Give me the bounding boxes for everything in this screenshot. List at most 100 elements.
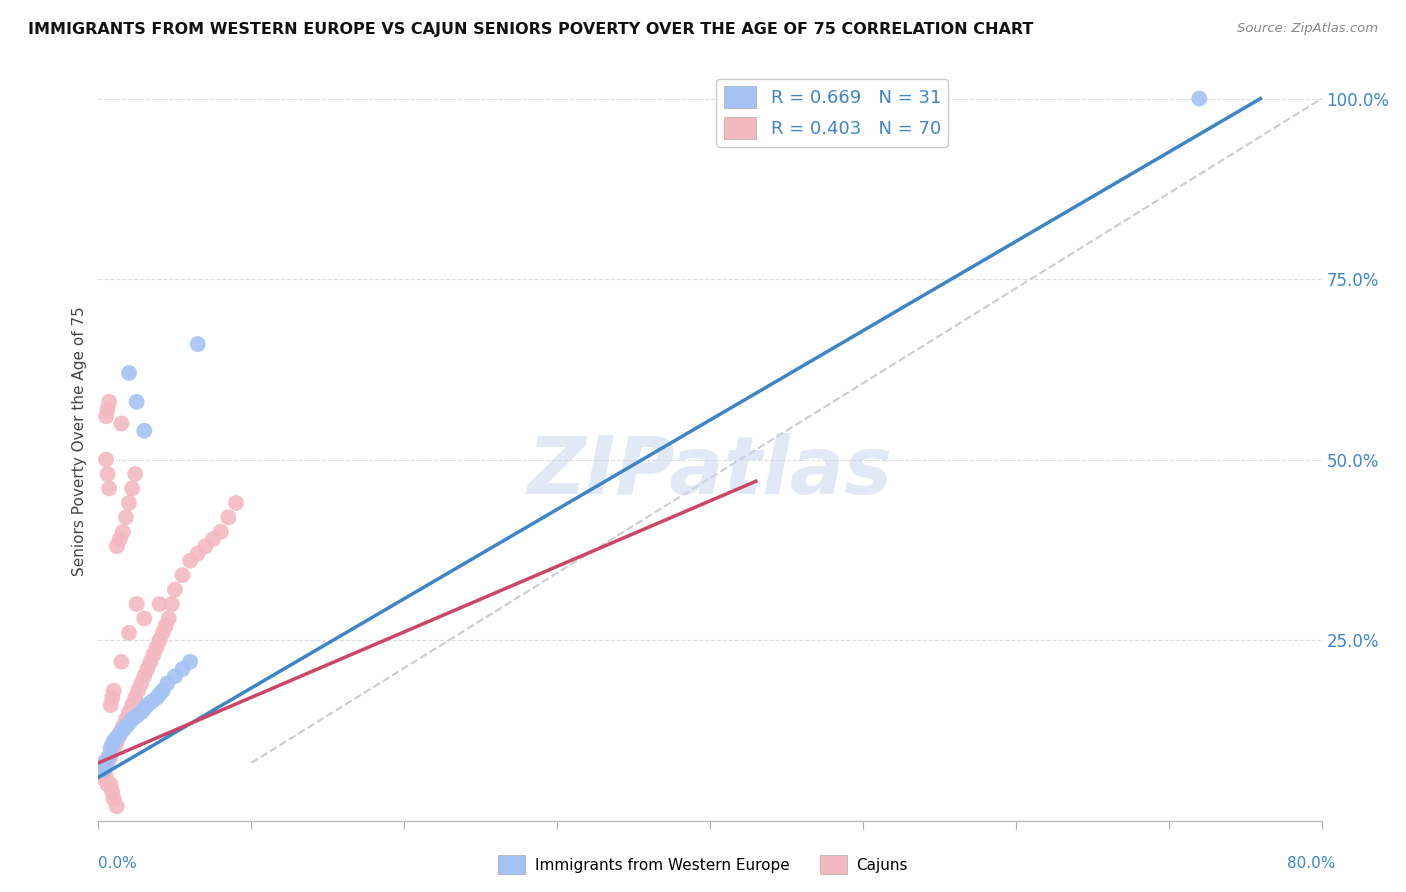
Point — [118, 496, 141, 510]
Point — [105, 799, 128, 814]
Point — [108, 532, 131, 546]
Point — [100, 698, 122, 712]
Point — [94, 759, 117, 773]
Point — [103, 792, 125, 806]
Point — [93, 759, 115, 773]
Point — [105, 734, 128, 748]
Point — [91, 763, 114, 777]
Point — [101, 738, 124, 752]
Text: ZIPatlas: ZIPatlas — [527, 433, 893, 511]
Point — [108, 727, 131, 741]
Point — [107, 731, 129, 745]
Point — [187, 337, 209, 351]
Point — [111, 720, 134, 734]
Point — [202, 532, 225, 546]
Point — [127, 683, 149, 698]
Y-axis label: Seniors Poverty Over the Age of 75: Seniors Poverty Over the Age of 75 — [72, 307, 87, 576]
Point — [209, 524, 232, 539]
Point — [93, 763, 115, 777]
Point — [179, 554, 201, 568]
Point — [121, 698, 143, 712]
Point — [149, 687, 172, 701]
Point — [149, 597, 172, 611]
Point — [225, 496, 247, 510]
Point — [94, 756, 117, 770]
Point — [125, 709, 148, 723]
Point — [136, 662, 159, 676]
Point — [118, 706, 141, 720]
Point — [101, 690, 124, 705]
Point — [163, 582, 186, 597]
Point — [124, 467, 146, 481]
Point — [94, 409, 117, 424]
Point — [172, 568, 194, 582]
Point — [97, 778, 120, 792]
Point — [187, 546, 209, 560]
Point — [98, 482, 121, 496]
Point — [103, 683, 125, 698]
Point — [90, 770, 112, 784]
Point — [115, 720, 138, 734]
Point — [100, 741, 122, 756]
Text: IMMIGRANTS FROM WESTERN EUROPE VS CAJUN SENIORS POVERTY OVER THE AGE OF 75 CORRE: IMMIGRANTS FROM WESTERN EUROPE VS CAJUN … — [28, 22, 1033, 37]
Text: 80.0%: 80.0% — [1288, 856, 1336, 871]
Text: 0.0%: 0.0% — [98, 856, 138, 871]
Point — [97, 756, 120, 770]
Point — [94, 770, 117, 784]
Point — [152, 626, 174, 640]
Point — [110, 655, 132, 669]
Point — [105, 731, 128, 745]
Text: Source: ZipAtlas.com: Source: ZipAtlas.com — [1237, 22, 1378, 36]
Point — [111, 723, 134, 738]
Point — [98, 752, 121, 766]
Point — [97, 402, 120, 417]
Point — [157, 611, 180, 625]
Point — [129, 706, 152, 720]
Point — [110, 417, 132, 431]
Point — [104, 738, 127, 752]
Point — [118, 626, 141, 640]
Point — [172, 662, 194, 676]
Legend: R = 0.669   N = 31, R = 0.403   N = 70: R = 0.669 N = 31, R = 0.403 N = 70 — [717, 79, 948, 146]
Point — [108, 727, 131, 741]
Point — [1188, 91, 1211, 105]
Point — [100, 778, 122, 792]
Point — [145, 640, 167, 655]
Point — [134, 702, 156, 716]
Point — [125, 597, 148, 611]
Point — [121, 482, 143, 496]
Point — [93, 763, 115, 777]
Point — [163, 669, 186, 683]
Point — [155, 618, 177, 632]
Point — [134, 424, 156, 438]
Point — [103, 741, 125, 756]
Point — [134, 669, 156, 683]
Point — [194, 539, 217, 553]
Point — [125, 394, 148, 409]
Point — [94, 452, 117, 467]
Point — [98, 748, 121, 763]
Point — [160, 597, 183, 611]
Point — [115, 510, 138, 524]
Point — [149, 633, 172, 648]
Point — [121, 713, 143, 727]
Legend: Immigrants from Western Europe, Cajuns: Immigrants from Western Europe, Cajuns — [492, 849, 914, 880]
Point — [115, 713, 138, 727]
Point — [91, 766, 114, 780]
Point — [136, 698, 159, 712]
Point — [217, 510, 239, 524]
Point — [141, 694, 163, 708]
Point — [145, 690, 167, 705]
Point — [101, 745, 124, 759]
Point — [129, 676, 152, 690]
Point — [111, 524, 134, 539]
Point — [110, 723, 132, 738]
Point — [152, 683, 174, 698]
Point — [179, 655, 201, 669]
Point — [118, 366, 141, 380]
Point — [105, 539, 128, 553]
Point — [103, 734, 125, 748]
Point — [91, 756, 114, 770]
Point — [97, 467, 120, 481]
Point — [100, 748, 122, 763]
